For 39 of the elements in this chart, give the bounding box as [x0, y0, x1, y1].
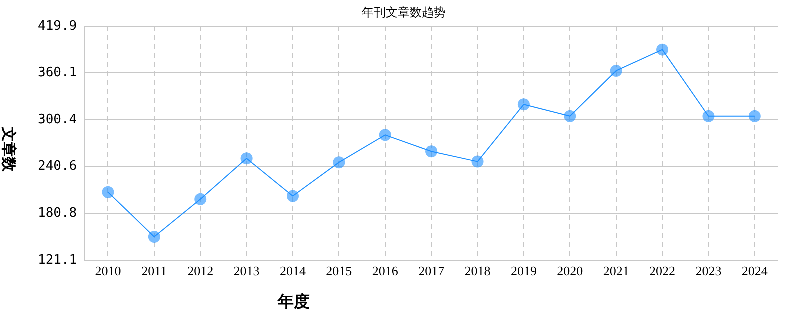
point — [702, 110, 715, 122]
point — [286, 190, 299, 202]
point — [102, 186, 114, 198]
y-tick-label: 360.1 — [38, 66, 78, 81]
point — [148, 230, 160, 243]
x-tick-label: 2023 — [696, 264, 722, 279]
point — [748, 110, 761, 122]
x-tick-label: 2020 — [557, 264, 584, 279]
chart-title: 年刊文章数趋势 — [362, 5, 446, 20]
x-tick-label: 2021 — [603, 264, 630, 279]
x-tick-label: 2011 — [142, 264, 168, 279]
x-tick-label: 2013 — [234, 264, 260, 279]
y-tick-label: 300.4 — [38, 112, 78, 128]
y-tick-label: 240.6 — [38, 159, 78, 174]
x-tick-label: 2018 — [464, 264, 491, 279]
x-tick-label: 2019 — [510, 264, 537, 279]
y-tick-label: 180.8 — [38, 206, 78, 222]
y-axis-title: 文章数 — [0, 127, 18, 172]
x-tick-label: 2012 — [188, 264, 214, 279]
point — [333, 156, 346, 169]
point — [379, 129, 392, 142]
point — [564, 110, 576, 122]
x-tick-label: 2014 — [280, 264, 306, 279]
point — [240, 152, 253, 165]
point — [656, 44, 669, 56]
x-tick-label: 2017 — [418, 264, 446, 279]
point — [518, 98, 530, 111]
x-tick-label: 2010 — [95, 264, 122, 279]
point — [426, 146, 438, 158]
point — [610, 64, 622, 77]
y-tick-label: 419.9 — [38, 18, 78, 34]
x-axis-title: 年度 — [278, 292, 310, 313]
point — [194, 193, 207, 206]
x-tick-label: 2022 — [650, 264, 676, 279]
x-tick-label: 2024 — [742, 264, 768, 279]
y-tick-label: 121.1 — [38, 252, 78, 268]
point — [472, 156, 484, 168]
x-tick-label: 2016 — [372, 264, 399, 279]
x-tick-label: 2015 — [326, 264, 352, 279]
